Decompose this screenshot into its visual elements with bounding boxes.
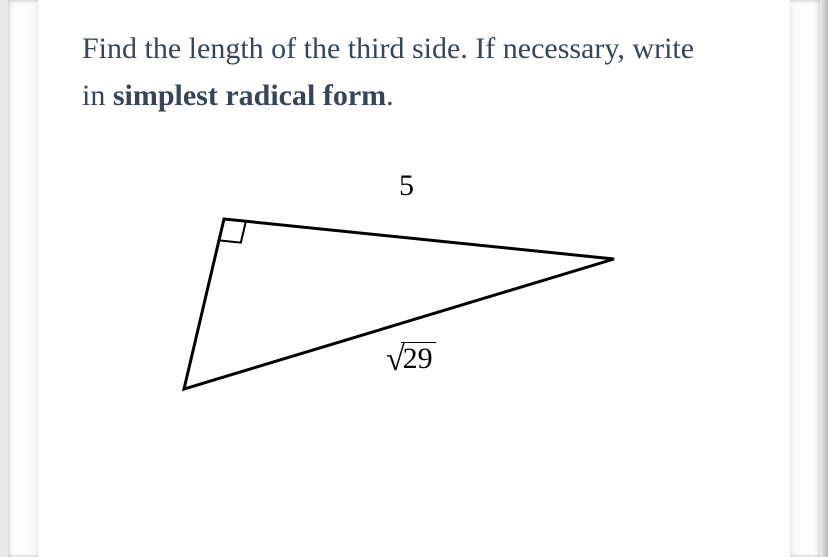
question-suffix: . [386, 79, 394, 112]
label-leg-top: 5 [399, 169, 414, 203]
page-frame: Find the length of the third side. If ne… [8, 0, 820, 557]
radicand: 29 [401, 342, 436, 375]
label-hypotenuse: √29 [386, 341, 436, 379]
question-bold: simplest radical form [113, 79, 386, 112]
triangle-svg [164, 159, 664, 439]
triangle-figure: 5 √29 [164, 159, 664, 439]
question-text: Find the length of the third side. If ne… [82, 26, 722, 119]
page-right-shadow [822, 0, 828, 557]
question-card: Find the length of the third side. If ne… [38, 0, 790, 557]
